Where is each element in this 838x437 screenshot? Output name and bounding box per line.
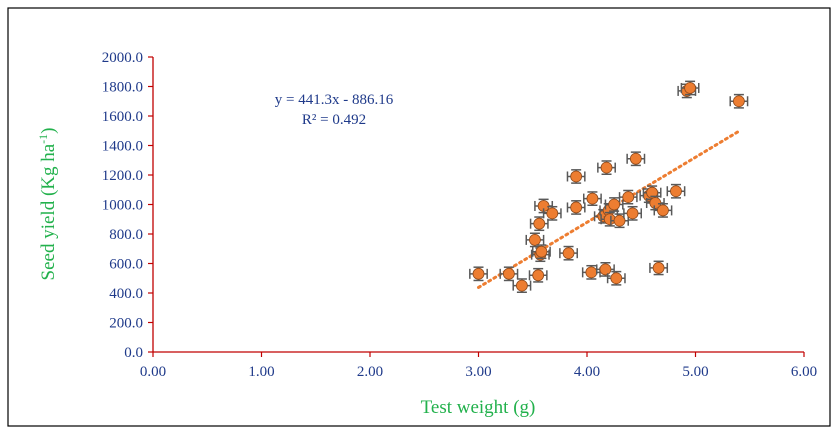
- axes-layer: 0.00 1.00 2.00 3.00 4.00 5.00 6.00 0.0 200.0 400.…: [102, 50, 817, 380]
- data-point: [626, 151, 646, 167]
- r-squared-label: R² = 0.492: [302, 112, 366, 128]
- x-tick-label: 5.00: [682, 364, 708, 380]
- data-point-marker: [502, 267, 515, 280]
- y-axis-title-superscript: -1: [36, 134, 50, 144]
- y-tick-label: 1000.0: [102, 198, 143, 214]
- data-point-marker: [608, 198, 621, 211]
- data-point-marker: [670, 185, 682, 198]
- y-tick-label: 600.0: [109, 257, 143, 273]
- data-point: [566, 169, 586, 184]
- data-point-marker: [586, 192, 599, 205]
- data-point-marker: [629, 152, 642, 165]
- data-point-marker: [657, 204, 669, 217]
- x-tick-label: 4.00: [574, 364, 600, 380]
- data-point-marker: [603, 213, 616, 226]
- x-tick-label: 6.00: [791, 364, 817, 380]
- regression-equation: y = 441.3x - 886.16: [275, 92, 394, 108]
- y-tick-label: 2000.0: [102, 50, 143, 66]
- data-point: [666, 183, 686, 199]
- data-point: [469, 266, 488, 282]
- data-point: [729, 93, 749, 109]
- y-tick-label: 1200.0: [102, 168, 143, 184]
- y-tick-label: 1800.0: [102, 80, 143, 96]
- y-tick-label: 800.0: [109, 227, 143, 243]
- data-point-marker: [472, 267, 485, 280]
- data-point: [532, 244, 551, 260]
- data-point: [649, 260, 669, 276]
- data-point-marker: [622, 191, 635, 204]
- data-point-marker: [652, 262, 665, 274]
- data-point-marker: [570, 170, 583, 183]
- data-point-marker: [562, 247, 575, 260]
- data-point: [582, 191, 602, 206]
- data-point-marker: [533, 217, 546, 230]
- data-point-marker: [610, 272, 623, 285]
- x-axis-title: Test weight (g): [421, 397, 536, 418]
- data-point: [525, 232, 545, 248]
- data-point-marker: [535, 245, 548, 258]
- chart-frame: [7, 7, 831, 427]
- x-tick-label: 1.00: [248, 364, 274, 380]
- y-tick-label: 400.0: [109, 286, 143, 302]
- data-point: [600, 211, 620, 227]
- data-point-marker: [613, 214, 626, 227]
- data-point-marker: [570, 201, 583, 214]
- data-point: [653, 203, 673, 218]
- data-point-marker: [585, 266, 598, 279]
- y-tick-label: 0.0: [124, 345, 143, 361]
- data-point: [542, 205, 562, 221]
- data-point-marker: [516, 279, 528, 292]
- data-point: [596, 262, 615, 277]
- data-point: [512, 278, 532, 294]
- data-point: [623, 205, 642, 221]
- data-point-marker: [546, 207, 559, 220]
- data-point: [597, 160, 616, 176]
- data-point-marker: [600, 161, 613, 174]
- y-tick-label: 1400.0: [102, 139, 143, 155]
- data-points-layer: [469, 80, 749, 294]
- y-axis-title: Seed yield (Kg ha-1): [36, 128, 59, 281]
- data-point-marker: [684, 82, 696, 94]
- data-point-marker: [532, 269, 545, 282]
- data-point: [559, 245, 578, 261]
- data-point: [566, 200, 586, 215]
- x-tick-label: 3.00: [465, 364, 491, 380]
- x-tick-label: 0.00: [140, 364, 166, 380]
- x-tick-label: 2.00: [357, 364, 383, 380]
- y-tick-label: 1600.0: [102, 109, 143, 125]
- y-axis-title-main: Seed yield (Kg ha: [38, 143, 59, 280]
- data-point: [499, 266, 519, 282]
- data-point-marker: [599, 263, 612, 276]
- data-point-marker: [626, 207, 639, 220]
- data-point: [529, 216, 549, 232]
- data-point: [618, 189, 638, 205]
- data-point-marker: [733, 95, 745, 108]
- y-axis-title-close: ): [38, 128, 59, 134]
- data-point: [528, 267, 548, 283]
- data-point-marker: [529, 233, 541, 246]
- data-point: [604, 197, 624, 212]
- data-point: [606, 270, 626, 286]
- y-tick-label: 200.0: [109, 316, 143, 332]
- data-point: [680, 80, 700, 96]
